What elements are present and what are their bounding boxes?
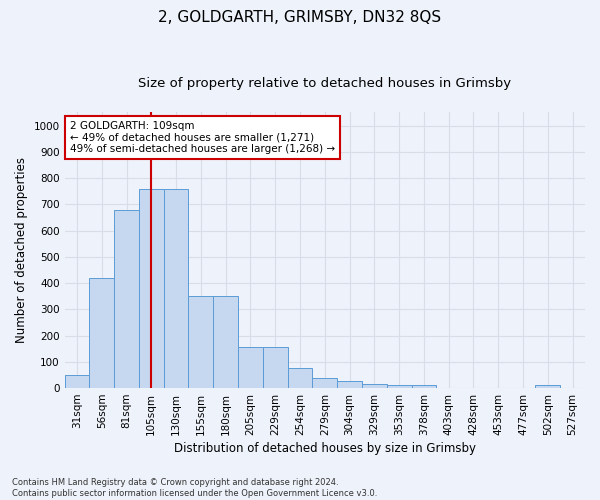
Bar (65, 375, 89, 388)
Bar (412, 386, 436, 388)
Bar (387, 386, 412, 388)
Bar (535, 385, 560, 388)
Bar (213, 296, 238, 388)
Text: 2, GOLDGARTH, GRIMSBY, DN32 8QS: 2, GOLDGARTH, GRIMSBY, DN32 8QS (158, 10, 442, 25)
X-axis label: Distribution of detached houses by size in Grimsby: Distribution of detached houses by size … (174, 442, 476, 455)
Bar (164, 188, 188, 388)
Bar (188, 296, 213, 388)
Bar (362, 384, 387, 388)
Title: Size of property relative to detached houses in Grimsby: Size of property relative to detached ho… (138, 78, 511, 90)
Bar (313, 378, 337, 388)
Bar (114, 210, 139, 388)
Text: Contains HM Land Registry data © Crown copyright and database right 2024.
Contai: Contains HM Land Registry data © Crown c… (12, 478, 377, 498)
Y-axis label: Number of detached properties: Number of detached properties (15, 158, 28, 344)
Text: 2 GOLDGARTH: 109sqm
← 49% of detached houses are smaller (1,271)
49% of semi-det: 2 GOLDGARTH: 109sqm ← 49% of detached ho… (70, 121, 335, 154)
Bar (139, 188, 164, 388)
Bar (238, 348, 263, 388)
Bar (89, 278, 114, 388)
Bar (287, 368, 313, 388)
Bar (263, 348, 287, 388)
Bar (337, 381, 362, 388)
